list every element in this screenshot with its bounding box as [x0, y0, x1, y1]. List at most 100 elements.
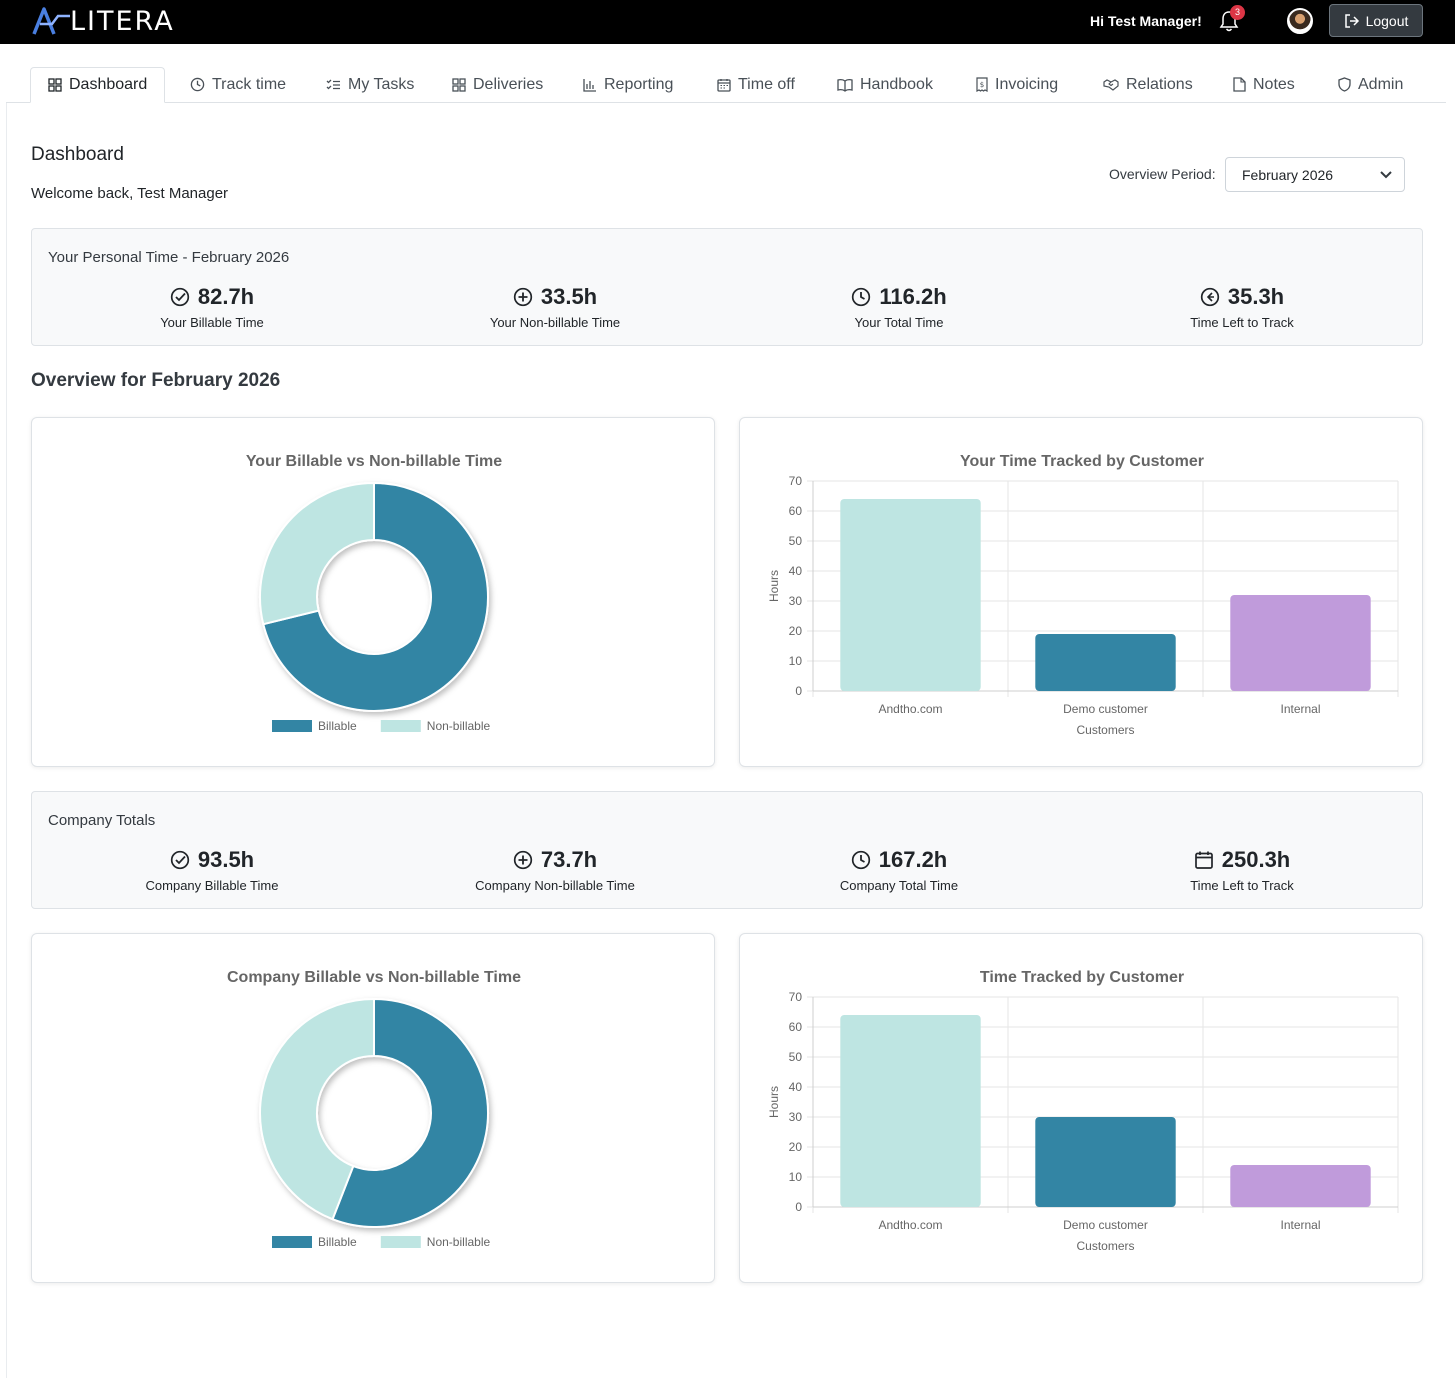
tab-label: Deliveries [473, 75, 544, 93]
stat-time-left: 35.3h Time Left to Track [1092, 284, 1392, 330]
tab-deliveries[interactable]: Deliveries [452, 67, 543, 102]
stat-label: Your Billable Time [160, 315, 264, 330]
chart-title: Company Billable vs Non-billable Time [227, 969, 521, 986]
stat-total: 116.2h Your Total Time [749, 284, 1049, 330]
y-tick-label: 20 [789, 624, 803, 638]
stat-value: 250.3h [1221, 847, 1291, 872]
tab-notes[interactable]: Notes [1233, 67, 1295, 102]
stat-company-total: 167.2h Company Total Time [749, 847, 1049, 893]
brand-logo[interactable]: LITERA [32, 5, 175, 37]
stat-label: Company Billable Time [145, 878, 279, 893]
main-tabs: Dashboard Track time My Tasks Deliveries… [6, 67, 1446, 103]
tab-label: Time off [738, 75, 795, 93]
x-axis-title: Customers [1076, 723, 1134, 737]
grid-icon [48, 78, 62, 92]
personal-bar-card: Your Time Tracked by Customer 0 10 20 30 40 50… [739, 417, 1423, 767]
notification-badge: 3 [1230, 5, 1245, 20]
stat-value: 35.3h [1227, 284, 1285, 309]
company-billable-pie-chart: Company Billable vs Non-billable Time Bil… [227, 969, 521, 1249]
stat-billable: 82.7h Your Billable Time [62, 284, 362, 330]
chart-title: Your Billable vs Non-billable Time [246, 453, 502, 470]
page-title: Dashboard [31, 144, 124, 165]
y-tick-label: 10 [789, 654, 803, 668]
stat-label: Company Total Time [839, 878, 959, 893]
pie-slice-non-billable [259, 481, 375, 626]
tab-time-off[interactable]: Time off [717, 67, 795, 102]
y-tick-label: 20 [789, 1140, 803, 1154]
legend-label: Non-billable [427, 1235, 491, 1249]
avatar[interactable] [1287, 8, 1313, 34]
chart-title: Time Tracked by Customer [980, 969, 1184, 986]
user-greeting: Hi Test Manager! [1090, 13, 1202, 29]
stat-label: Time Left to Track [1190, 315, 1294, 330]
receipt-icon: $ [976, 77, 988, 92]
shield-icon [1338, 77, 1351, 92]
y-tick-label: 30 [789, 594, 803, 608]
check-circle-icon [170, 850, 190, 870]
company-bar-card: Time Tracked by Customer 0 10 20 30 40 50 60 70 A… [739, 933, 1423, 1283]
tab-invoicing[interactable]: $ Invoicing [976, 67, 1058, 102]
checklist-icon [326, 79, 340, 89]
clock-icon [190, 77, 205, 92]
tab-handbook[interactable]: Handbook [837, 67, 933, 102]
bar-andtho-com [840, 1015, 981, 1207]
x-tick-label: Internal [1280, 702, 1320, 716]
y-tick-label: 60 [789, 1020, 803, 1034]
calendar-icon [717, 78, 731, 92]
top-navbar: LITERA Hi Test Manager! 3 Logout [0, 0, 1455, 44]
content-border [6, 103, 7, 1378]
tab-label: Invoicing [995, 75, 1059, 93]
legend-swatch [272, 1236, 312, 1248]
logout-button[interactable]: Logout [1329, 4, 1423, 37]
tab-admin[interactable]: Admin [1338, 67, 1403, 102]
stat-label: Your Total Time [854, 315, 944, 330]
brand-logo-icon [32, 7, 70, 35]
y-tick-label: 30 [789, 1110, 803, 1124]
bar-andtho-com [840, 499, 981, 691]
tab-track-time[interactable]: Track time [190, 67, 286, 102]
legend-swatch [272, 720, 312, 732]
grid-icon [452, 77, 466, 92]
y-tick-label: 60 [789, 504, 803, 518]
x-tick-label: Demo customer [1063, 1218, 1148, 1232]
stat-company-time-left: 250.3h Time Left to Track [1092, 847, 1392, 893]
chart-title: Your Time Tracked by Customer [960, 453, 1204, 470]
panel-title: Company Totals [48, 812, 156, 829]
legend-label: Non-billable [427, 719, 491, 733]
period-select[interactable]: February 2026 [1225, 157, 1405, 192]
stat-company-non-billable: 73.7h Company Non-billable Time [405, 847, 705, 893]
logout-icon [1344, 13, 1359, 28]
tab-label: Handbook [860, 75, 933, 93]
tab-label: Relations [1126, 75, 1193, 93]
brand-name: LITERA [70, 5, 175, 37]
stat-value: 116.2h [879, 284, 947, 309]
tab-dashboard[interactable]: Dashboard [30, 67, 166, 103]
y-tick-label: 50 [789, 1050, 803, 1064]
company-pie-card: Company Billable vs Non-billable Time Bil… [31, 933, 715, 1283]
tab-label: Reporting [604, 75, 674, 93]
personal-billable-pie-chart: Your Billable vs Non-billable Time Billab… [246, 453, 502, 733]
tab-my-tasks[interactable]: My Tasks [326, 67, 414, 102]
logout-label: Logout [1365, 12, 1409, 29]
handshake-icon [1103, 78, 1119, 91]
stat-value: 33.5h [540, 284, 598, 309]
tab-relations[interactable]: Relations [1103, 67, 1193, 102]
x-axis-title: Customers [1076, 1239, 1134, 1253]
clock-icon [851, 850, 870, 870]
y-tick-label: 0 [795, 1200, 802, 1214]
bar-demo-customer [1035, 634, 1176, 691]
stat-value: 82.7h [197, 284, 255, 309]
y-tick-label: 70 [789, 990, 803, 1004]
y-tick-label: 10 [789, 1170, 803, 1184]
clock-icon [852, 287, 871, 307]
stat-label: Company Non-billable Time [475, 878, 635, 893]
y-tick-label: 70 [789, 474, 803, 488]
pie-slice-billable [262, 481, 489, 712]
stat-non-billable: 33.5h Your Non-billable Time [405, 284, 705, 330]
y-axis-title: Hours [767, 1086, 781, 1118]
tab-label: Dashboard [69, 76, 148, 93]
plus-circle-icon [513, 287, 533, 307]
tab-reporting[interactable]: Reporting [583, 67, 673, 102]
svg-text:$: $ [980, 81, 984, 89]
bar-chart-icon [583, 78, 596, 92]
